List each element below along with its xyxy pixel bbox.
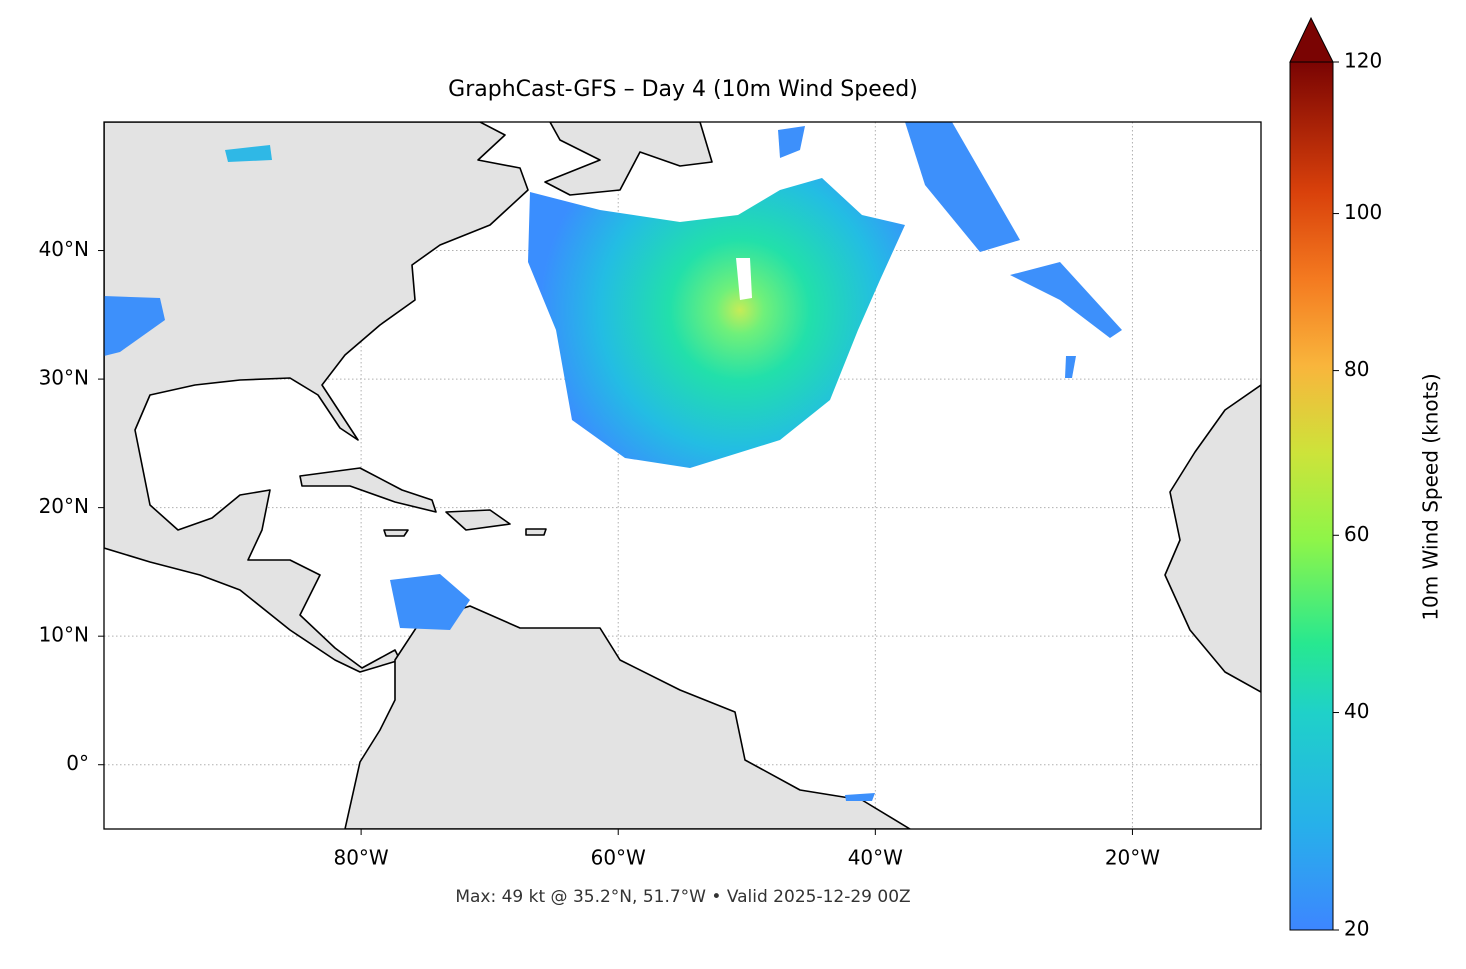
colorbar-tick-label: 80 — [1344, 357, 1369, 381]
colorbar-tick-label: 40 — [1344, 699, 1369, 723]
wind-patch — [104, 296, 165, 356]
wind-patch — [845, 793, 875, 801]
y-tick-label: 30°N — [39, 366, 89, 390]
map — [104, 122, 1261, 829]
y-tick-label: 10°N — [39, 623, 89, 647]
x-tick-label: 60°W — [591, 846, 646, 870]
colorbar-tick-label: 120 — [1344, 49, 1382, 73]
x-tick-label: 40°W — [848, 846, 903, 870]
footnote: Max: 49 kt @ 35.2°N, 51.7°W • Valid 2025… — [455, 887, 910, 907]
africa — [1164, 384, 1261, 693]
storm-wind — [528, 178, 905, 468]
cuba — [299, 467, 437, 513]
south-america — [344, 605, 911, 829]
colorbar-tick-label: 100 — [1344, 200, 1382, 224]
puerto-rico — [525, 528, 547, 536]
y-tick-label: 40°N — [39, 237, 89, 261]
wind-band — [1010, 262, 1122, 338]
title: GraphCast-GFS – Day 4 (10m Wind Speed) — [448, 77, 918, 102]
jamaica — [383, 529, 409, 537]
colorbar-tick-label: 20 — [1344, 917, 1369, 941]
y-tick-label: 20°N — [39, 494, 89, 518]
wind-patch — [1065, 356, 1076, 378]
colorbar-label: 10m Wind Speed (knots) — [1419, 373, 1443, 620]
colorbar-tick-label: 60 — [1344, 522, 1369, 546]
colorbar — [1289, 61, 1334, 931]
y-tick-label: 0° — [66, 751, 89, 775]
north-america — [104, 122, 529, 673]
wind-band — [905, 122, 1020, 252]
maritime-canada — [544, 122, 713, 196]
map-frame — [103, 121, 1262, 830]
wind-patch — [225, 145, 272, 162]
colorbar-extend — [1289, 16, 1334, 63]
wind-patch — [390, 574, 470, 630]
wind-patch — [778, 126, 805, 158]
hispaniola — [445, 509, 511, 531]
x-tick-label: 20°W — [1105, 846, 1160, 870]
x-tick-label: 80°W — [333, 846, 388, 870]
storm-eye — [736, 258, 752, 300]
